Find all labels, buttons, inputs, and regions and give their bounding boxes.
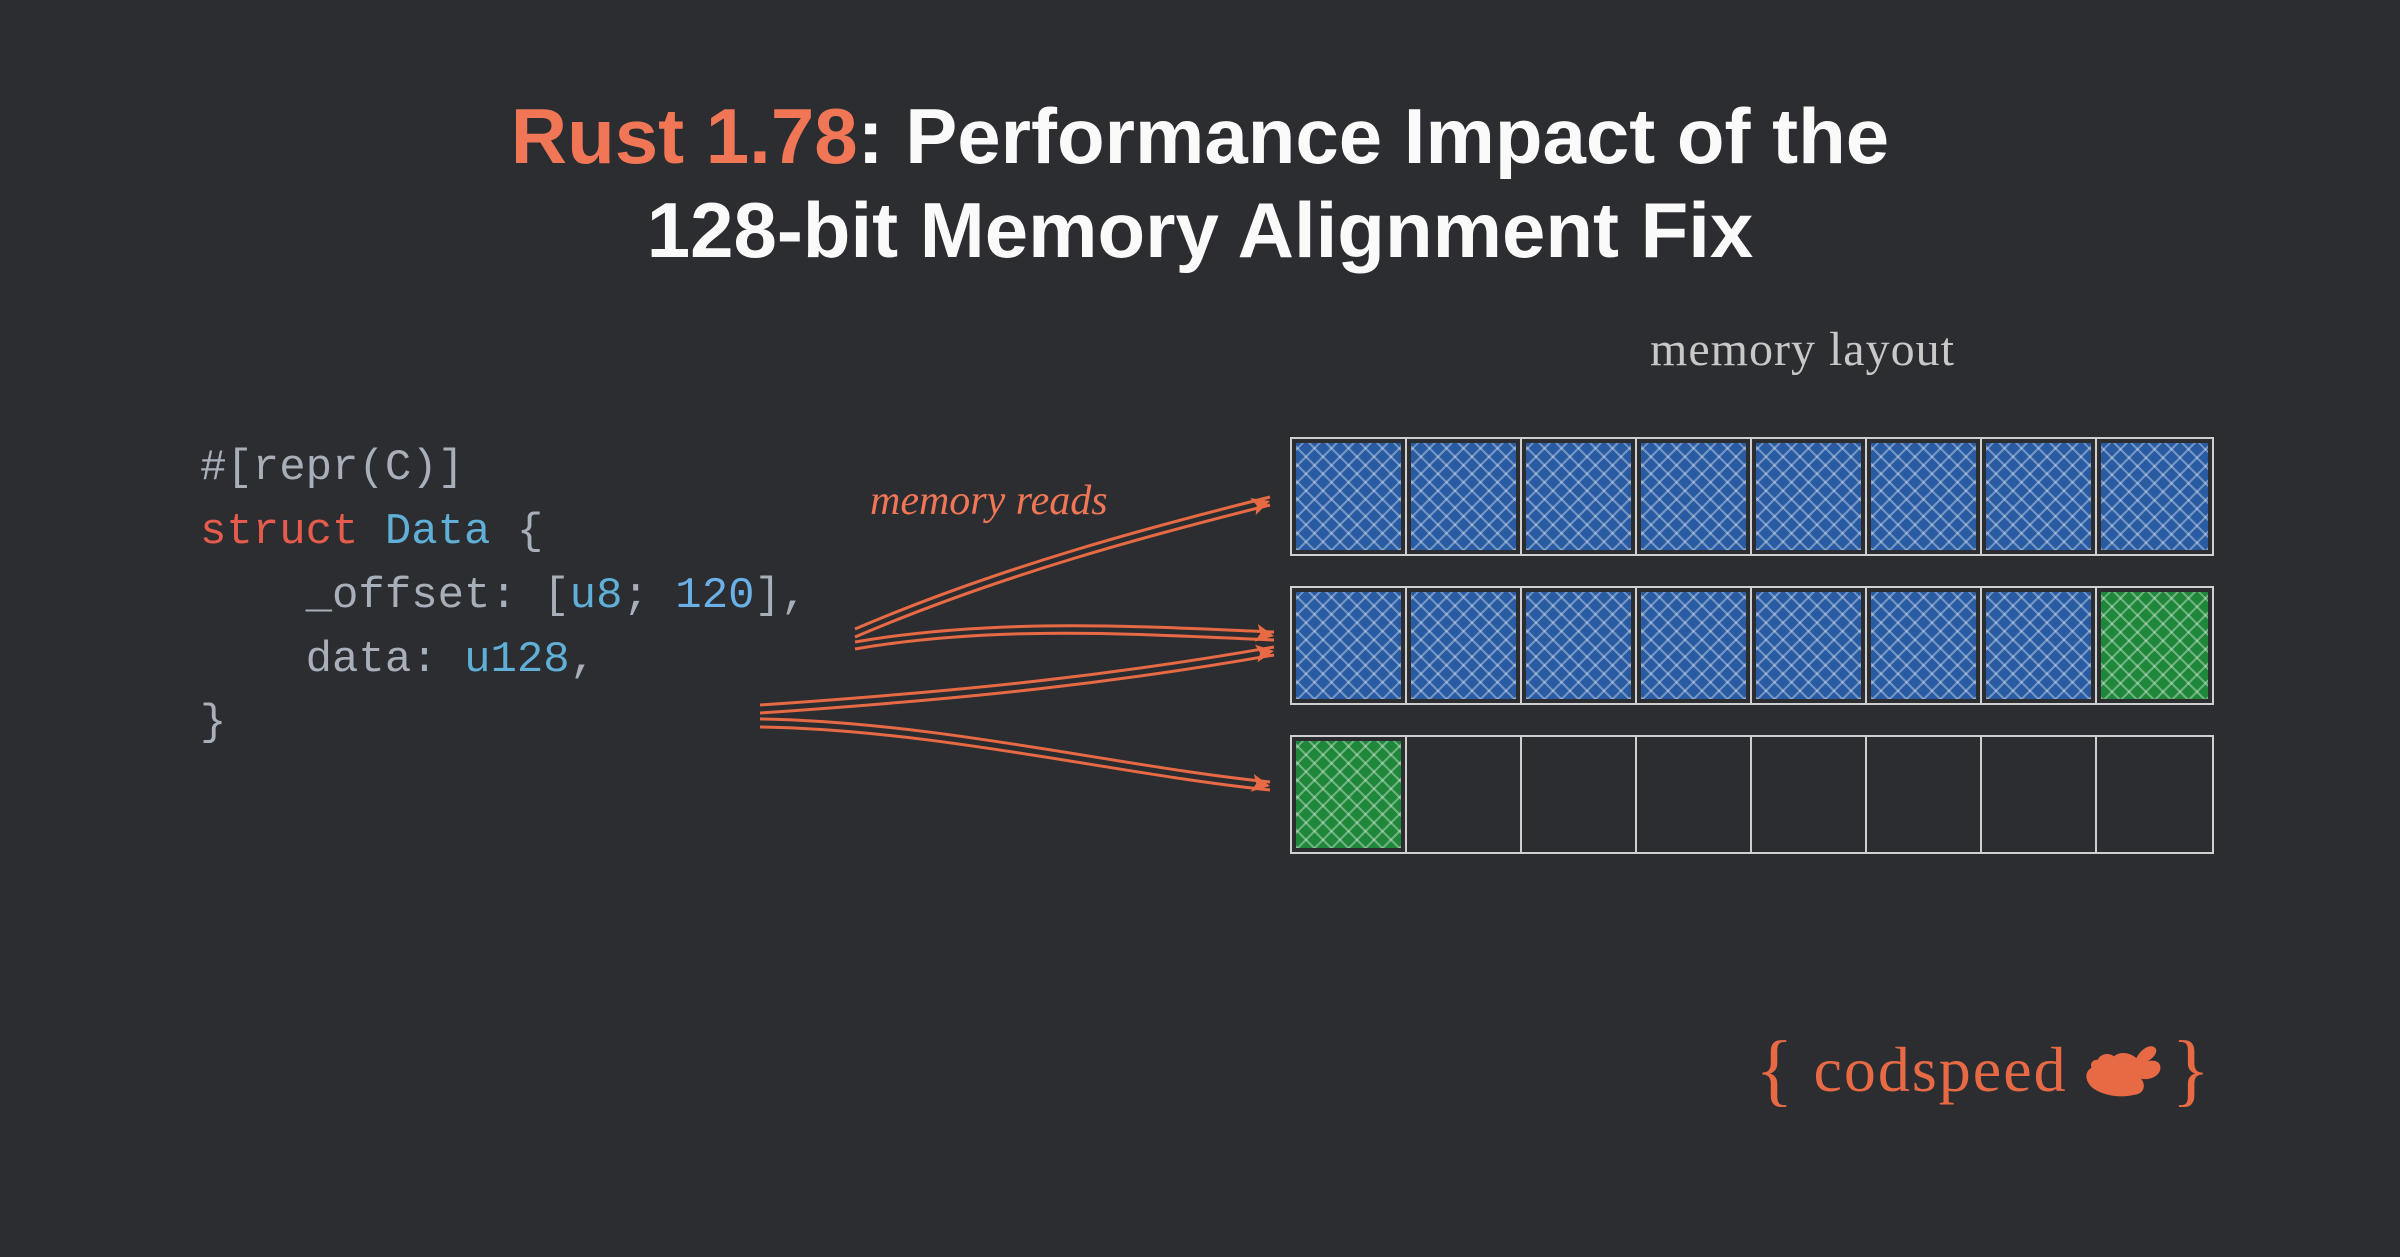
title-accent: Rust 1.78 xyxy=(511,92,858,180)
title-colon: : xyxy=(858,92,906,180)
memory-cell xyxy=(2097,588,2212,703)
title-rest-2: 128-bit Memory Alignment Fix xyxy=(647,186,1754,274)
memory-cell xyxy=(1292,588,1407,703)
memory-cell xyxy=(1407,737,1522,852)
memory-cell xyxy=(1982,588,2097,703)
memory-cell xyxy=(1982,737,2097,852)
memory-cell xyxy=(1867,737,1982,852)
code-brace-close: } xyxy=(200,698,226,748)
code-attr: #[repr(C)] xyxy=(200,443,464,493)
logo-brace-close: } xyxy=(2162,1030,2220,1110)
memory-row xyxy=(1290,437,2214,556)
memory-cell xyxy=(1522,737,1637,852)
code-ty: Data xyxy=(358,507,516,557)
memory-row xyxy=(1290,735,2214,854)
memory-cell xyxy=(1637,737,1752,852)
memory-cell xyxy=(1292,439,1407,554)
code-kw: struct xyxy=(200,507,358,557)
code-field-data: data: xyxy=(306,635,464,685)
memory-reads-label: memory reads xyxy=(870,477,1108,525)
memory-cell xyxy=(1407,439,1522,554)
memory-cell xyxy=(1637,588,1752,703)
memory-layout-label: memory layout xyxy=(1650,322,1955,377)
code-field-offset: _offset: xyxy=(306,571,544,621)
memory-cell xyxy=(1867,588,1982,703)
rabbit-icon xyxy=(2082,1042,2162,1098)
code-brace-open: { xyxy=(517,507,543,557)
memory-cell xyxy=(1522,439,1637,554)
title-rest-1: Performance Impact of the xyxy=(905,92,1889,180)
brand-logo: { codspeed } xyxy=(1745,1030,2220,1110)
memory-cell xyxy=(2097,737,2212,852)
logo-word: codspeed xyxy=(1803,1033,2077,1107)
memory-cell xyxy=(1637,439,1752,554)
code-block: #[repr(C)] struct Data { _offset: [u8; 1… xyxy=(200,437,807,756)
diagram-area: #[repr(C)] struct Data { _offset: [u8; 1… xyxy=(0,357,2400,1057)
memory-cell xyxy=(1407,588,1522,703)
memory-cell xyxy=(2097,439,2212,554)
memory-cell xyxy=(1292,737,1407,852)
memory-cell xyxy=(1867,439,1982,554)
memory-grid xyxy=(1290,437,2214,884)
memory-cell xyxy=(1522,588,1637,703)
logo-brace-open: { xyxy=(1745,1030,1803,1110)
memory-row xyxy=(1290,586,2214,705)
memory-cell xyxy=(1752,439,1867,554)
memory-cell xyxy=(1752,737,1867,852)
page-title: Rust 1.78: Performance Impact of the 128… xyxy=(0,0,2400,277)
memory-cell xyxy=(1982,439,2097,554)
memory-cell xyxy=(1752,588,1867,703)
